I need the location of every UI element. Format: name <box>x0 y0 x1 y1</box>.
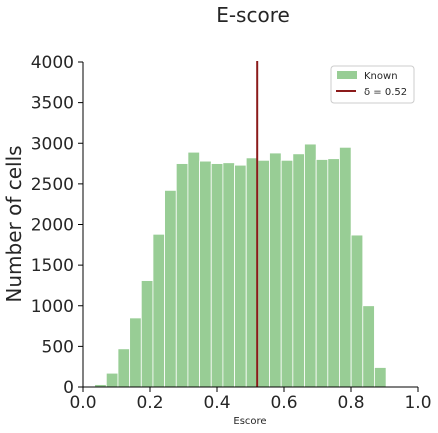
y-axis-label: Number of cells <box>2 145 26 302</box>
histogram-bar <box>246 158 258 387</box>
histogram-bar <box>316 160 328 388</box>
histogram-bar <box>153 234 165 387</box>
x-tick-label: 0.4 <box>203 393 230 413</box>
y-tick-label: 1500 <box>31 256 74 276</box>
x-tick-label: 0.0 <box>69 393 96 413</box>
histogram-bar <box>258 160 270 387</box>
histogram-bars <box>95 144 386 387</box>
y-tick-label: 1000 <box>31 297 74 317</box>
legend: Known δ = 0.52 <box>331 66 414 103</box>
x-ticks: 0.0 0.2 0.4 0.6 0.8 1.0 <box>69 387 431 413</box>
histogram-bar <box>374 368 386 388</box>
y-tick-label: 3500 <box>31 94 74 114</box>
histogram-bar <box>211 164 223 387</box>
y-tick-label: 2500 <box>31 175 74 195</box>
y-tick-label: 4000 <box>31 53 74 73</box>
chart-title: E-score <box>216 3 290 27</box>
histogram-bar <box>363 306 375 387</box>
x-tick-label: 0.2 <box>136 393 163 413</box>
legend-delta-label: δ = 0.52 <box>364 87 407 98</box>
histogram-bar <box>141 281 153 387</box>
histogram-bar <box>106 373 118 387</box>
y-tick-label: 3000 <box>31 134 74 154</box>
histogram-bar <box>293 154 305 387</box>
histogram-bar <box>270 153 282 387</box>
histogram-bar <box>351 235 363 387</box>
histogram-bar <box>281 160 293 387</box>
histogram-bar <box>339 147 351 387</box>
x-tick-label: 0.6 <box>270 393 297 413</box>
x-tick-label: 1.0 <box>404 393 431 413</box>
histogram-bar <box>176 164 188 387</box>
y-tick-label: 500 <box>42 337 74 357</box>
histogram-bar <box>328 159 340 387</box>
histogram-bar <box>235 165 247 387</box>
histogram-bar <box>223 163 235 387</box>
histogram-bar <box>165 190 177 387</box>
histogram-bar <box>200 161 212 387</box>
histogram-bar <box>118 349 130 387</box>
x-axis-label: Escore <box>233 416 266 427</box>
y-tick-label: 2000 <box>31 216 74 236</box>
x-tick-label: 0.8 <box>337 393 364 413</box>
legend-known-label: Known <box>364 71 398 82</box>
histogram-bar <box>305 144 317 387</box>
histogram-bar <box>188 152 200 387</box>
histogram-bar <box>130 318 142 387</box>
legend-known-patch <box>337 71 357 79</box>
